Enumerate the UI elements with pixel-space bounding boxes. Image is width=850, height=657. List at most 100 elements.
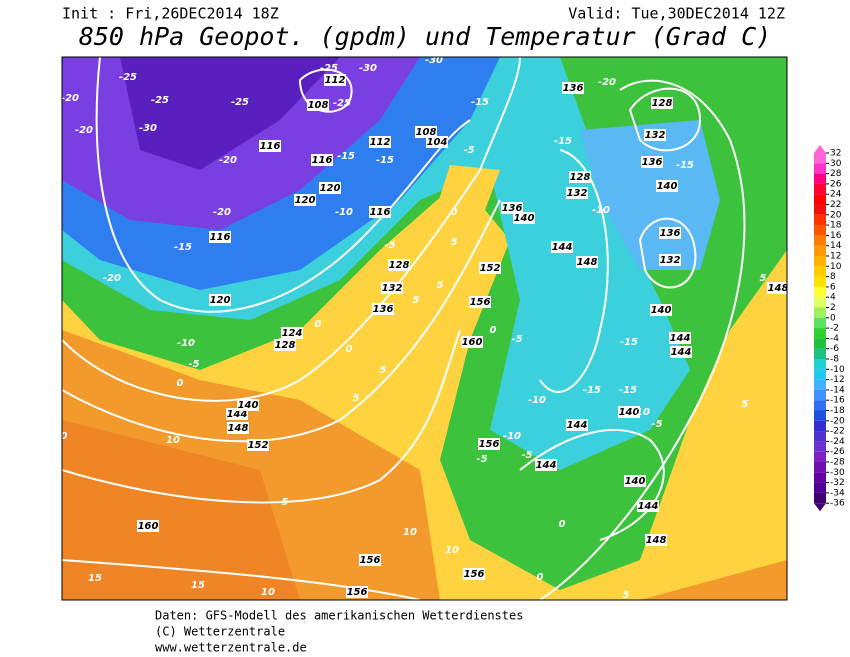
label-box — [501, 202, 523, 214]
colorbar-cell — [814, 379, 826, 390]
temperature-label: 5 — [742, 399, 749, 410]
height-label: 136 — [642, 157, 663, 168]
label-box — [209, 231, 231, 243]
colorbar-label: 2 — [830, 303, 836, 313]
temperature-label: 0 — [315, 319, 322, 330]
colorbar-cell — [814, 194, 826, 205]
height-label: 144 — [536, 460, 557, 471]
height-label: 116 — [312, 155, 333, 166]
height-label: 136 — [373, 304, 394, 315]
label-box — [247, 439, 269, 451]
height-label: 156 — [347, 587, 368, 598]
height-label: 108 — [416, 127, 437, 138]
height-label: 140 — [238, 400, 259, 411]
height-label: 148 — [646, 535, 667, 546]
cold-field — [580, 120, 720, 270]
colorbar-cell — [814, 420, 826, 432]
colorbar-label: -14 — [830, 385, 845, 395]
temperature-label: 10 — [445, 545, 459, 556]
label-box — [461, 336, 483, 348]
label-box — [644, 129, 666, 141]
temperature-label: -10 — [503, 431, 521, 442]
contour — [62, 199, 501, 443]
height-label: 156 — [464, 569, 485, 580]
colorbar-label: 0 — [830, 313, 836, 323]
label-box — [372, 303, 394, 315]
colorbar-cell — [814, 441, 826, 452]
height-label: 132 — [382, 283, 403, 294]
footer-copyright: (C) Wetterzentrale — [155, 625, 285, 639]
height-label: 144 — [567, 420, 588, 431]
label-box — [426, 136, 448, 148]
height-label: 116 — [370, 207, 391, 218]
label-box — [535, 459, 557, 471]
colorbar-label: 16 — [830, 231, 842, 241]
label-box — [227, 422, 249, 434]
temperature-label: -25 — [151, 95, 169, 106]
height-label: 152 — [480, 263, 501, 274]
colorbar-label: -24 — [830, 437, 845, 447]
temperature-label: -30 — [359, 63, 377, 74]
mild-field — [420, 165, 500, 300]
label-box — [566, 187, 588, 199]
label-box — [478, 438, 500, 450]
temperature-label: -5 — [384, 240, 395, 251]
label-box — [569, 171, 591, 183]
label-box — [669, 332, 691, 344]
label-box — [463, 568, 485, 580]
height-label: 144 — [227, 409, 248, 420]
label-box — [274, 339, 296, 351]
height-label: 148 — [228, 423, 249, 434]
map-title: 850 hPa Geopot. (gpdm) und Temperatur (G… — [79, 22, 771, 51]
label-box — [388, 259, 410, 271]
height-label: 124 — [282, 328, 303, 339]
label-box — [369, 136, 391, 148]
label-box — [637, 500, 659, 512]
colorbar-label: 28 — [830, 169, 842, 179]
label-box — [651, 97, 673, 109]
temperature-label: -10 — [177, 338, 195, 349]
temperature-label: -10 — [528, 395, 546, 406]
contour — [539, 79, 746, 600]
colorbar-cell — [814, 183, 826, 195]
colorbar-cell — [814, 472, 826, 483]
label-box — [645, 534, 667, 546]
colorbar-cell — [814, 245, 826, 256]
label-box — [415, 126, 437, 138]
colorbar-label: 26 — [830, 179, 842, 189]
label-box — [359, 554, 381, 566]
contour — [628, 87, 702, 152]
temperature-label: 5 — [282, 497, 289, 508]
colorbar-cell — [814, 410, 826, 421]
colorbar-cell — [814, 225, 826, 236]
footer-source: Daten: GFS-Modell des amerikanischen Wet… — [155, 609, 523, 623]
temperature-label: 5 — [451, 237, 458, 248]
height-label: 144 — [671, 347, 692, 358]
height-label: 148 — [577, 257, 598, 268]
height-label: 140 — [651, 305, 672, 316]
contour-labels: -25 -25 -25 -30 -20 -20 -15 -20 116 120 116 120 120 1… — [62, 57, 787, 600]
height-label: 140 — [514, 213, 535, 224]
colorbar-label: 24 — [830, 190, 842, 200]
label-box — [324, 74, 346, 86]
height-label: 156 — [360, 555, 381, 566]
temperature-label: 10 — [403, 527, 417, 538]
temperature-label: -5 — [521, 450, 532, 461]
height-label: 136 — [660, 228, 681, 239]
colorbar-label: 10 — [830, 262, 842, 272]
label-box — [562, 82, 584, 94]
colorbar-cell — [814, 359, 826, 370]
label-box — [346, 586, 368, 598]
temperature-label: -5 — [511, 334, 522, 345]
colorbar-cap — [814, 503, 826, 512]
label-box — [650, 304, 672, 316]
temperature-label: -15 — [676, 160, 694, 171]
colorbar-cell — [814, 204, 826, 215]
label-box — [670, 346, 692, 358]
colorbar: 32302826242220181614121086420-2-4-6-8-10… — [814, 145, 845, 512]
temperature-label: 5 — [380, 365, 387, 376]
colorbar-cell — [814, 214, 826, 226]
label-box — [281, 327, 303, 339]
colorbar-cell — [814, 431, 826, 442]
temperature-label: -15 — [174, 242, 192, 253]
